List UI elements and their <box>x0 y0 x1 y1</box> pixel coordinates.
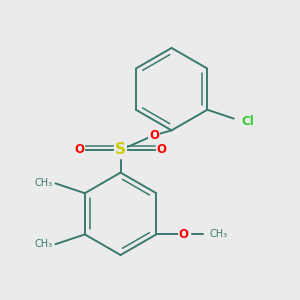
Text: O: O <box>74 143 84 157</box>
Text: Cl: Cl <box>242 115 254 128</box>
Text: CH₃: CH₃ <box>209 230 227 239</box>
Text: O: O <box>157 143 167 157</box>
Text: O: O <box>149 129 159 142</box>
Text: CH₃: CH₃ <box>34 239 52 249</box>
Text: CH₃: CH₃ <box>34 178 52 188</box>
Text: O: O <box>179 228 189 241</box>
Text: S: S <box>115 142 126 158</box>
